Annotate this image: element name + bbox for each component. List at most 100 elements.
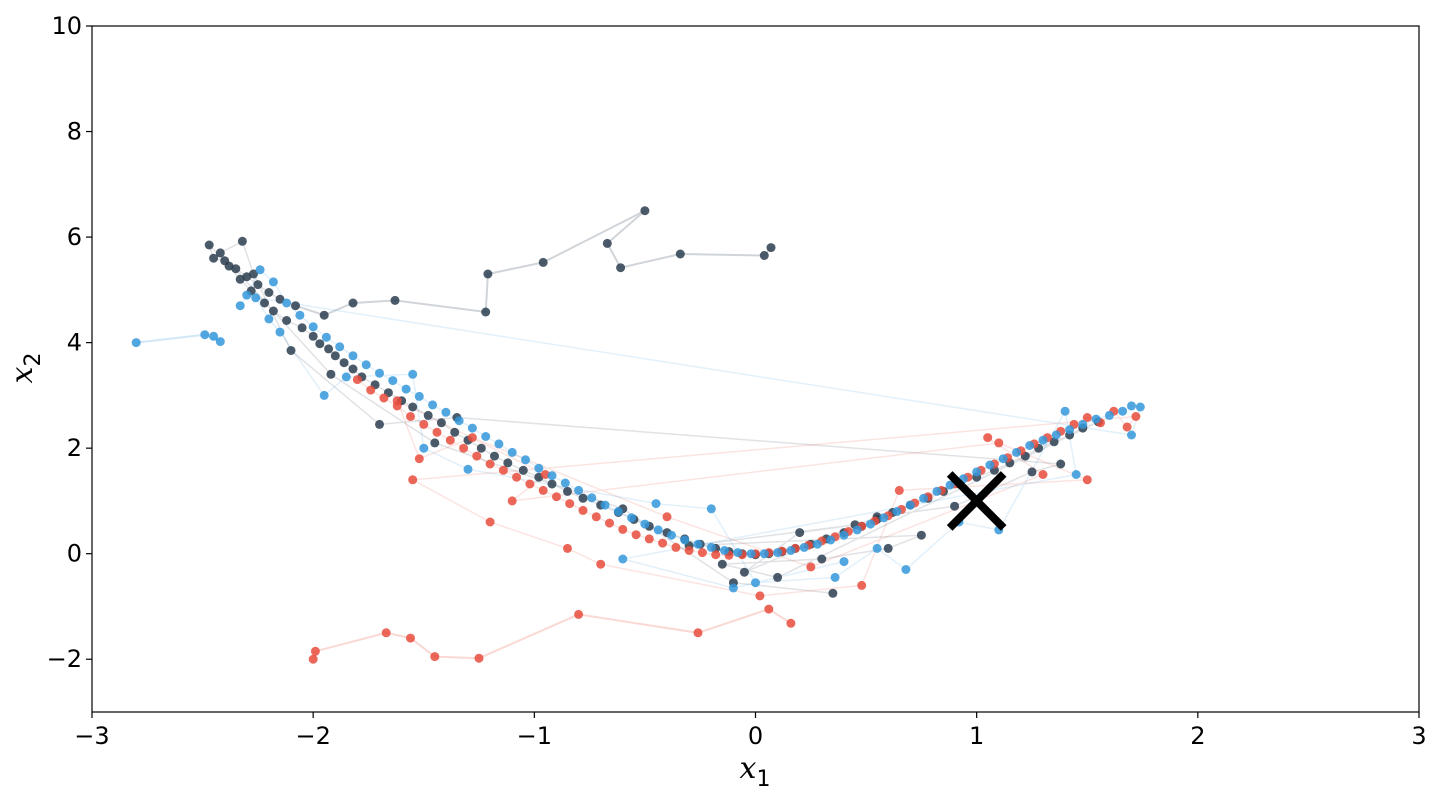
data-point <box>828 588 838 598</box>
data-point <box>857 580 867 590</box>
data-point <box>653 525 663 535</box>
data-point <box>406 412 415 421</box>
data-point <box>985 460 995 470</box>
x-tick-label: −2 <box>295 722 330 750</box>
data-point <box>1038 470 1048 479</box>
data-point <box>950 501 960 511</box>
data-point <box>1012 447 1021 457</box>
x-tick-label: 3 <box>1411 722 1426 750</box>
data-point <box>671 542 681 552</box>
y-tick-label: 0 <box>67 540 82 568</box>
data-point <box>467 423 477 433</box>
data-point <box>518 465 528 475</box>
data-point <box>321 332 331 342</box>
data-point <box>450 427 460 437</box>
data-point <box>1082 413 1092 422</box>
data-point <box>892 507 902 516</box>
data-point <box>260 298 269 308</box>
data-point <box>786 618 796 628</box>
data-point <box>538 257 548 267</box>
data-point <box>1051 430 1061 440</box>
x-tick-label: 1 <box>969 722 984 750</box>
data-point <box>525 479 535 489</box>
data-point <box>662 512 672 522</box>
data-point <box>200 330 210 340</box>
data-point <box>297 323 307 333</box>
data-point <box>295 310 305 320</box>
data-point <box>483 269 493 279</box>
data-point <box>209 253 219 263</box>
data-point <box>459 443 469 453</box>
y-axis-ticks: −2 0 2 4 6 8 10 <box>47 12 92 673</box>
data-point <box>839 530 849 540</box>
data-point <box>773 572 783 582</box>
data-point <box>916 530 926 540</box>
data-point <box>972 467 982 477</box>
data-point <box>879 513 889 523</box>
data-point <box>423 410 433 420</box>
data-point <box>764 604 774 614</box>
y-axis-label: x2 <box>5 353 46 384</box>
data-point <box>852 525 862 535</box>
data-point <box>560 478 570 488</box>
data-point <box>414 454 424 464</box>
data-point <box>866 519 875 529</box>
data-point <box>286 346 296 355</box>
data-point <box>728 583 738 593</box>
data-point <box>375 419 384 429</box>
data-point <box>503 458 513 468</box>
data-point <box>268 306 278 316</box>
data-point <box>919 493 929 503</box>
data-point <box>994 438 1004 448</box>
data-point <box>684 546 694 555</box>
data-point <box>1135 402 1145 412</box>
data-point <box>872 543 882 553</box>
data-point <box>1056 459 1066 469</box>
data-point <box>1118 406 1128 416</box>
data-point <box>563 486 572 496</box>
data-point <box>237 236 247 246</box>
data-point <box>894 485 904 495</box>
data-point <box>1027 467 1037 477</box>
data-point <box>786 546 796 555</box>
data-point <box>1071 470 1081 479</box>
data-point <box>812 539 822 549</box>
data-point <box>830 572 840 582</box>
data-point <box>366 385 376 395</box>
data-point <box>419 443 429 453</box>
data-point <box>759 251 769 260</box>
data-point <box>733 548 743 558</box>
trajectory-line <box>312 607 792 660</box>
data-point <box>235 301 245 311</box>
data-point <box>1078 419 1088 429</box>
data-point <box>618 524 628 534</box>
data-point <box>224 261 234 271</box>
data-point <box>1127 430 1136 440</box>
data-point <box>498 465 508 475</box>
data-point <box>1091 414 1101 424</box>
data-point <box>268 277 278 287</box>
data-point <box>352 375 362 385</box>
data-point <box>574 485 584 495</box>
data-point <box>215 248 225 258</box>
data-point <box>1065 425 1075 435</box>
data-point <box>341 372 351 382</box>
data-point <box>319 390 329 400</box>
data-point <box>209 331 219 341</box>
x-tick-label: −3 <box>74 722 109 750</box>
x-tick-label: −1 <box>517 722 552 750</box>
data-point <box>275 327 285 337</box>
data-point <box>474 653 484 663</box>
data-point <box>432 427 442 437</box>
y-tick-label: 10 <box>51 12 82 40</box>
data-point <box>547 471 557 481</box>
y-tick-label: 2 <box>67 434 82 462</box>
data-point <box>667 530 676 540</box>
data-point <box>596 559 606 569</box>
data-point <box>512 472 522 482</box>
data-point <box>755 591 765 601</box>
data-point <box>485 517 495 527</box>
data-point <box>565 499 575 509</box>
data-point <box>436 418 446 428</box>
